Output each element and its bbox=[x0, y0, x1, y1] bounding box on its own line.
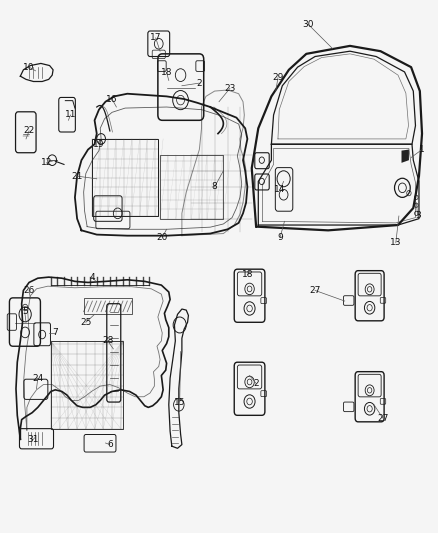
Text: 1: 1 bbox=[419, 145, 425, 154]
Bar bbox=[92, 139, 158, 216]
Text: 16: 16 bbox=[106, 94, 118, 103]
Text: 2: 2 bbox=[253, 379, 259, 388]
Text: 14: 14 bbox=[275, 185, 286, 194]
Bar bbox=[160, 155, 223, 219]
Text: 2: 2 bbox=[197, 78, 202, 87]
Text: 13: 13 bbox=[390, 238, 402, 247]
Text: 7: 7 bbox=[53, 328, 58, 337]
Text: 22: 22 bbox=[24, 126, 35, 135]
Text: 15: 15 bbox=[174, 398, 185, 407]
Text: 17: 17 bbox=[150, 34, 162, 43]
Text: 6: 6 bbox=[107, 440, 113, 449]
Text: 8: 8 bbox=[212, 182, 218, 191]
Text: 18: 18 bbox=[161, 68, 173, 77]
Text: 19: 19 bbox=[93, 140, 105, 149]
Text: 5: 5 bbox=[22, 307, 28, 316]
Text: 29: 29 bbox=[272, 73, 284, 82]
Text: 24: 24 bbox=[32, 374, 43, 383]
Polygon shape bbox=[402, 150, 409, 163]
Text: 27: 27 bbox=[377, 414, 389, 423]
Text: 11: 11 bbox=[65, 110, 76, 119]
Text: 20: 20 bbox=[156, 233, 168, 242]
Text: 4: 4 bbox=[89, 273, 95, 281]
Text: 31: 31 bbox=[28, 435, 39, 444]
Text: 30: 30 bbox=[303, 20, 314, 29]
Text: 28: 28 bbox=[102, 336, 113, 345]
Text: 10: 10 bbox=[23, 63, 35, 71]
Bar bbox=[51, 341, 123, 429]
Text: 12: 12 bbox=[41, 158, 52, 167]
Text: 21: 21 bbox=[71, 172, 83, 181]
Text: 23: 23 bbox=[224, 84, 236, 93]
Text: 26: 26 bbox=[23, 286, 35, 295]
Text: 27: 27 bbox=[309, 286, 321, 295]
Text: 18: 18 bbox=[242, 270, 253, 279]
Text: 25: 25 bbox=[80, 318, 92, 327]
Text: 9: 9 bbox=[277, 233, 283, 242]
Text: 3: 3 bbox=[415, 212, 420, 221]
Bar bbox=[84, 298, 132, 314]
